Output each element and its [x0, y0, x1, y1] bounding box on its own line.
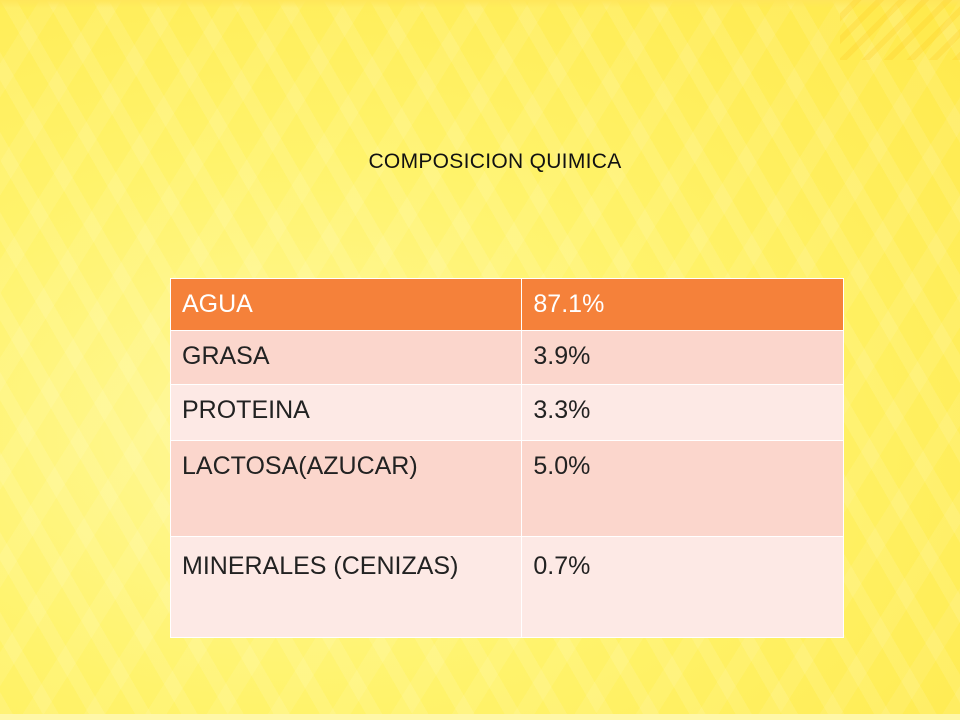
component-name-cell: GRASA — [169, 330, 523, 385]
component-value-cell: 87.1% — [521, 278, 844, 331]
table-row: GRASA 3.9% — [169, 330, 844, 385]
component-name-cell: LACTOSA(AZUCAR) — [169, 440, 523, 537]
top-decor-strip — [0, 0, 960, 8]
table-row: AGUA 87.1% — [169, 278, 844, 331]
component-value-cell: 5.0% — [521, 440, 844, 537]
component-value-cell: 3.9% — [521, 330, 844, 385]
table-row: PROTEINA 3.3% — [169, 384, 844, 441]
component-name-cell: MINERALES (CENIZAS) — [169, 536, 523, 638]
composition-table: AGUA 87.1% GRASA 3.9% PROTEINA 3.3% LACT… — [169, 278, 844, 638]
table-row: MINERALES (CENIZAS) 0.7% — [169, 536, 844, 638]
slide-title: COMPOSICION QUIMICA — [368, 150, 622, 173]
component-name-cell: PROTEINA — [169, 384, 523, 441]
table-row: LACTOSA(AZUCAR) 5.0% — [169, 440, 844, 537]
corner-decoration — [840, 0, 960, 60]
component-value-cell: 0.7% — [521, 536, 844, 638]
component-name-cell: AGUA — [169, 278, 523, 331]
bottom-decor-strip — [0, 714, 960, 720]
component-value-cell: 3.3% — [521, 384, 844, 441]
